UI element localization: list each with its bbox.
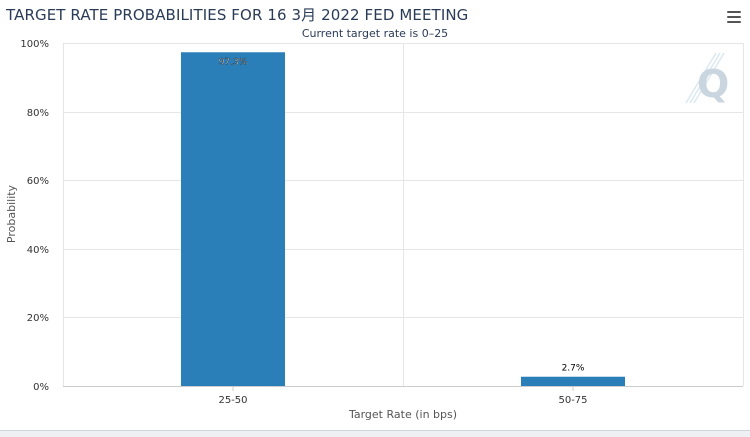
bars (181, 52, 625, 387)
y-tick-label: 100% (20, 39, 49, 50)
hamburger-icon[interactable] (727, 11, 741, 23)
y-tick-label: 40% (27, 245, 49, 256)
y-axis-title: Probability (5, 184, 18, 243)
y-axis-ticks: 0% 20% 40% 60% 80% 100% (20, 39, 49, 393)
x-tick-label: 25-50 (218, 395, 247, 406)
x-axis-ticks: 25-50 50-75 (218, 386, 588, 406)
chart-subtitle: Current target rate is 0–25 (301, 27, 449, 40)
bottom-bar (0, 430, 750, 437)
watermark-stripes (685, 52, 725, 104)
watermark-letter: Q (697, 62, 729, 106)
x-axis-title: Target Rate (in bps) (348, 408, 457, 421)
bar[interactable] (181, 52, 285, 387)
y-tick-label: 80% (27, 108, 49, 119)
data-label: 2.7% (562, 364, 585, 374)
chart-title: TARGET RATE PROBABILITIES FOR 16 3月 2022… (6, 6, 469, 24)
y-tick-label: 20% (27, 313, 49, 324)
bar[interactable] (521, 376, 625, 386)
grid-lines (63, 43, 744, 387)
watermark-logo: Q (685, 52, 729, 106)
x-tick-label: 50-75 (558, 395, 587, 406)
y-tick-label: 0% (33, 382, 49, 393)
data-labels: 97.3% 2.7% (219, 57, 585, 374)
data-label: 97.3% (219, 57, 248, 67)
y-tick-label: 60% (27, 176, 49, 187)
